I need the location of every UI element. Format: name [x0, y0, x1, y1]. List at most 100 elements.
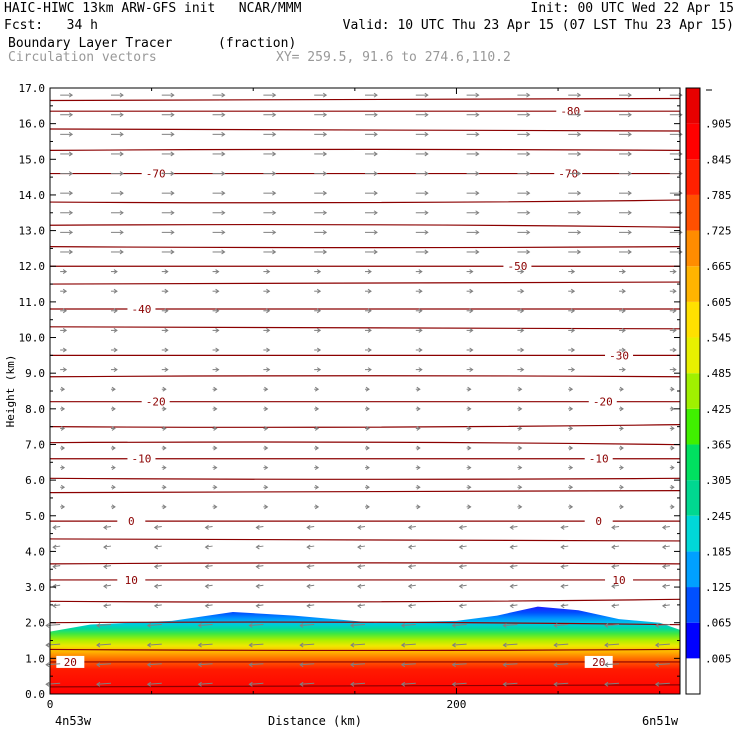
contour-line — [49, 281, 681, 285]
vector-arrow — [256, 604, 264, 607]
vector-head — [604, 642, 609, 648]
vector-head — [221, 171, 226, 176]
vector-head — [416, 406, 421, 412]
vector-head — [560, 603, 565, 609]
contour-line — [49, 598, 681, 603]
contour-label: -70 — [146, 168, 166, 181]
vector-head — [162, 484, 167, 490]
vector-head — [153, 525, 159, 530]
vector-head — [62, 347, 68, 353]
vector-head — [272, 249, 277, 255]
vector-head — [418, 288, 423, 294]
vector-head — [518, 386, 523, 392]
vector-arrow — [408, 545, 416, 548]
vector-head — [299, 623, 304, 628]
vector-head — [322, 131, 328, 137]
vector-head — [553, 662, 558, 668]
contour-label-bg — [556, 105, 585, 118]
vector-head — [418, 308, 423, 314]
contour-label-bg — [141, 167, 170, 180]
vector-head — [365, 406, 370, 412]
vector-arrow — [655, 682, 670, 685]
vector-arrow — [408, 525, 416, 528]
vector-head — [62, 288, 68, 294]
vector-head — [661, 544, 667, 550]
vector-head — [272, 210, 277, 216]
vector-head — [570, 288, 576, 294]
vector-head — [526, 210, 531, 216]
vector-head — [96, 681, 101, 687]
y-tick-label: 9.0 — [25, 367, 45, 380]
vector-arrow — [401, 623, 416, 626]
vector-head — [560, 544, 565, 550]
contour-line — [49, 148, 681, 151]
colorbar-segment — [686, 194, 700, 231]
vector-head — [322, 249, 328, 255]
vector-head — [266, 269, 271, 274]
colorbar-segment — [686, 373, 700, 409]
vector-head — [350, 642, 355, 648]
vector-head — [350, 662, 355, 668]
vector-head — [570, 347, 576, 353]
vector-arrow — [53, 584, 61, 587]
vector-head — [576, 92, 582, 98]
vector-head — [45, 623, 50, 628]
vector-head — [526, 171, 531, 176]
vector-head — [322, 112, 328, 118]
vector-head — [654, 642, 660, 648]
vector-head — [458, 544, 463, 550]
y-tick-label: 4.0 — [25, 545, 45, 558]
vector-head — [661, 603, 667, 609]
vector-head — [68, 131, 74, 137]
vector-head — [119, 210, 124, 216]
vector-head — [162, 465, 167, 471]
vector-head — [365, 445, 370, 451]
vector-head — [213, 445, 218, 451]
vector-head — [314, 406, 320, 412]
vector-head — [520, 367, 525, 373]
vector-head — [619, 445, 624, 451]
contour-line — [49, 477, 681, 480]
vector-head — [400, 642, 406, 648]
vector-head — [322, 92, 328, 98]
vector-head — [560, 583, 565, 589]
vector-head — [316, 269, 322, 274]
y-tick-label: 12.0 — [19, 260, 46, 273]
vector-head — [314, 484, 320, 490]
vector-head — [45, 681, 50, 687]
vector-arrow — [408, 584, 416, 587]
vector-head — [322, 229, 328, 235]
colorbar-segment — [686, 230, 700, 267]
vector-arrow — [147, 643, 162, 646]
vector-arrow — [611, 584, 620, 587]
vector-head — [103, 583, 108, 589]
vector-head — [502, 662, 507, 668]
vector-head — [576, 210, 582, 216]
vector-head — [248, 681, 253, 687]
vector-arrow — [307, 604, 315, 607]
colorbar-segment — [686, 444, 700, 481]
vector-head — [568, 465, 574, 471]
vector-head — [221, 151, 226, 157]
vector-head — [215, 308, 220, 314]
vector-head — [113, 269, 118, 274]
vector-arrow — [256, 525, 264, 528]
vector-head — [266, 327, 271, 333]
y-tick-label: 7.0 — [25, 438, 45, 451]
vector-head — [272, 229, 277, 235]
y-tick-label: 17.0 — [19, 82, 46, 95]
vector-arrow — [307, 525, 315, 528]
vector-head — [627, 131, 632, 137]
vector-head — [407, 564, 413, 570]
vector-head — [458, 583, 463, 589]
y-tick-label: 5.0 — [25, 510, 45, 523]
contour-label: -10 — [132, 453, 152, 466]
vector-arrow — [300, 663, 315, 666]
vector-head — [162, 406, 167, 412]
vector-head — [475, 112, 480, 118]
vector-head — [213, 504, 218, 510]
vector-head — [197, 642, 202, 648]
vector-arrow — [249, 643, 264, 646]
contour-line — [49, 128, 681, 132]
